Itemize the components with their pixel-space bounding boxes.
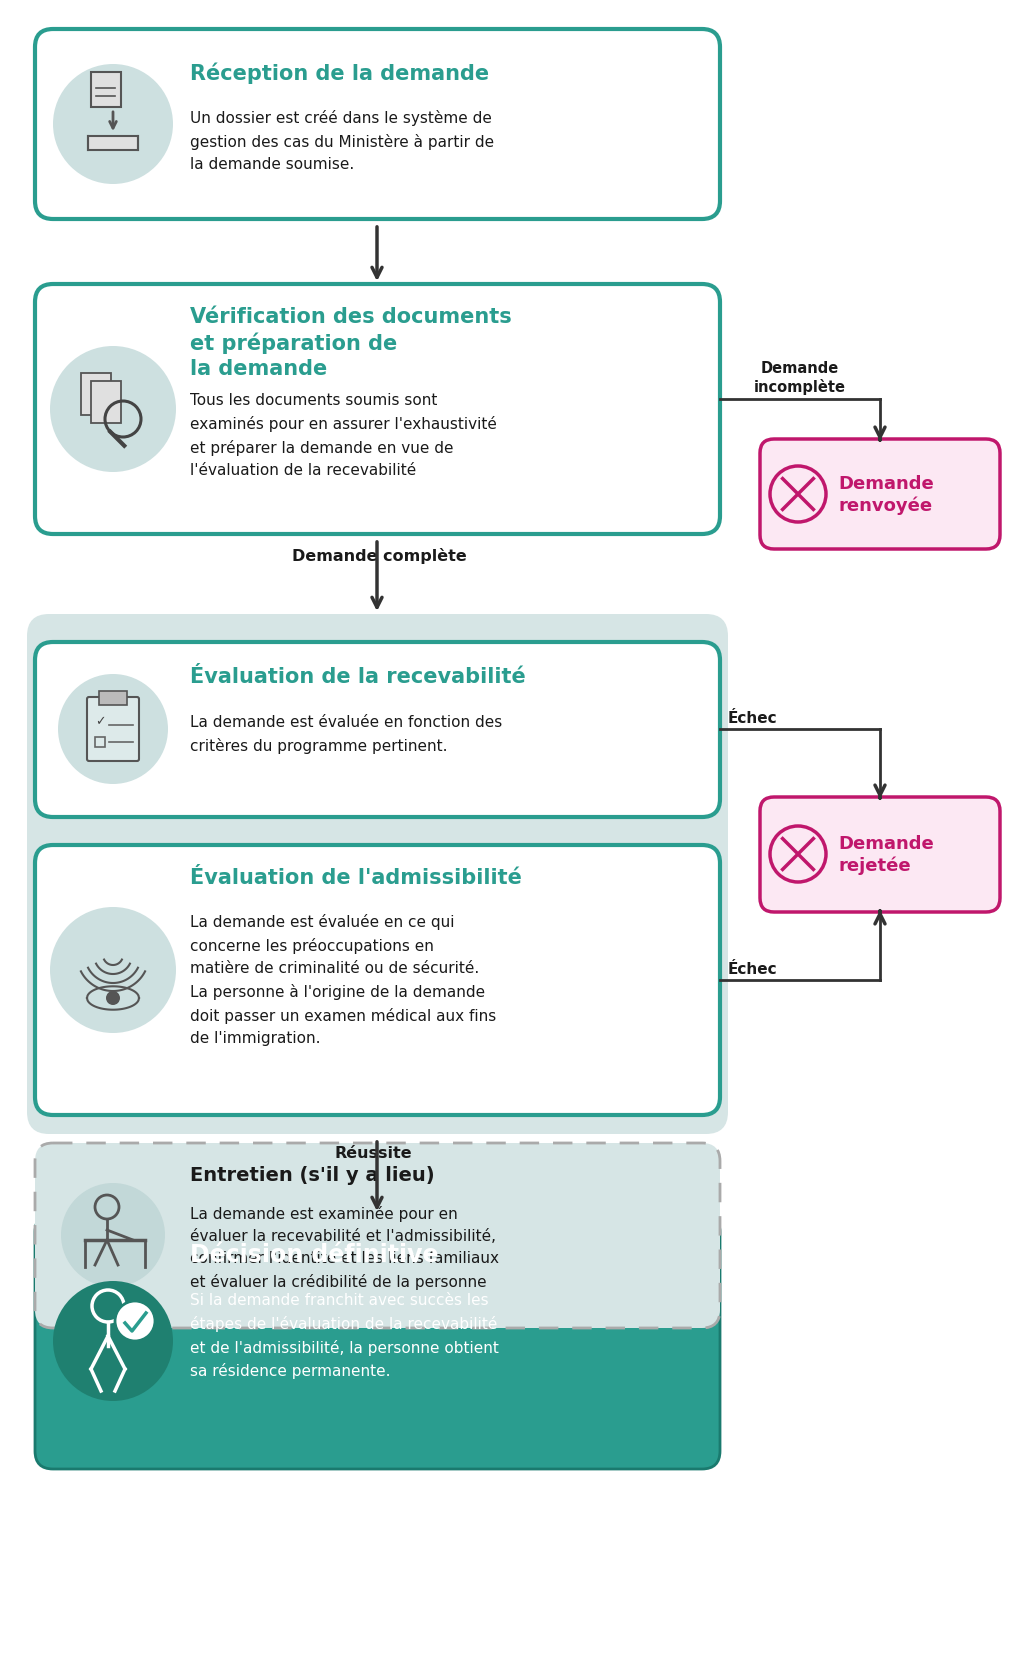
Text: La demande est examinée pour en
évaluer la recevabilité et l'admissibilité,
conf: La demande est examinée pour en évaluer … — [190, 1205, 499, 1290]
FancyBboxPatch shape — [91, 381, 121, 424]
FancyBboxPatch shape — [35, 30, 720, 220]
Text: ✓: ✓ — [95, 716, 105, 729]
FancyBboxPatch shape — [760, 797, 1000, 912]
Text: Échec: Échec — [728, 962, 777, 977]
Text: Demande
rejetée: Demande rejetée — [838, 834, 934, 875]
Text: Vérification des documents
et préparation de
la demande: Vérification des documents et préparatio… — [190, 306, 512, 378]
FancyBboxPatch shape — [760, 439, 1000, 549]
Circle shape — [115, 1301, 155, 1341]
Text: La demande est évaluée en fonction des
critères du programme pertinent.: La demande est évaluée en fonction des c… — [190, 714, 502, 754]
FancyBboxPatch shape — [35, 845, 720, 1115]
FancyBboxPatch shape — [91, 73, 121, 108]
Circle shape — [50, 907, 176, 1033]
Text: La demande est évaluée en ce qui
concerne les préoccupations en
matière de crimi: La demande est évaluée en ce qui concern… — [190, 914, 497, 1045]
Text: Demande
incomplète: Demande incomplète — [754, 361, 846, 394]
FancyBboxPatch shape — [35, 1215, 720, 1469]
Circle shape — [770, 827, 826, 882]
FancyBboxPatch shape — [99, 692, 127, 706]
Text: Décision définitive: Décision définitive — [190, 1243, 438, 1266]
FancyBboxPatch shape — [27, 614, 728, 1135]
Circle shape — [770, 466, 826, 522]
Text: Demande
renvoyée: Demande renvoyée — [838, 474, 934, 516]
FancyBboxPatch shape — [35, 1143, 720, 1328]
Text: Échec: Échec — [728, 711, 777, 726]
Circle shape — [53, 65, 173, 185]
Text: Évaluation de la recevabilité: Évaluation de la recevabilité — [190, 667, 525, 687]
Text: Tous les documents soumis sont
examinés pour en assurer l'exhaustivité
et prépar: Tous les documents soumis sont examinés … — [190, 393, 497, 478]
Circle shape — [61, 1183, 165, 1288]
Text: Réception de la demande: Réception de la demande — [190, 62, 489, 83]
Bar — [95, 737, 105, 747]
Circle shape — [53, 1281, 173, 1401]
Text: Si la demande franchit avec succès les
étapes de l'évaluation de la recevabilité: Si la demande franchit avec succès les é… — [190, 1293, 499, 1378]
FancyBboxPatch shape — [35, 285, 720, 534]
FancyBboxPatch shape — [81, 374, 111, 416]
Text: Évaluation de l'admissibilité: Évaluation de l'admissibilité — [190, 867, 522, 887]
FancyBboxPatch shape — [88, 136, 138, 151]
Text: Réussite: Réussite — [335, 1145, 413, 1160]
FancyBboxPatch shape — [35, 642, 720, 817]
Circle shape — [58, 674, 168, 784]
Text: Un dossier est créé dans le système de
gestion des cas du Ministère à partir de
: Un dossier est créé dans le système de g… — [190, 110, 495, 171]
Text: Demande complète: Demande complète — [292, 547, 467, 564]
Circle shape — [106, 992, 120, 1005]
Text: Entretien (s'il y a lieu): Entretien (s'il y a lieu) — [190, 1165, 434, 1185]
Circle shape — [50, 346, 176, 473]
FancyBboxPatch shape — [87, 697, 139, 762]
